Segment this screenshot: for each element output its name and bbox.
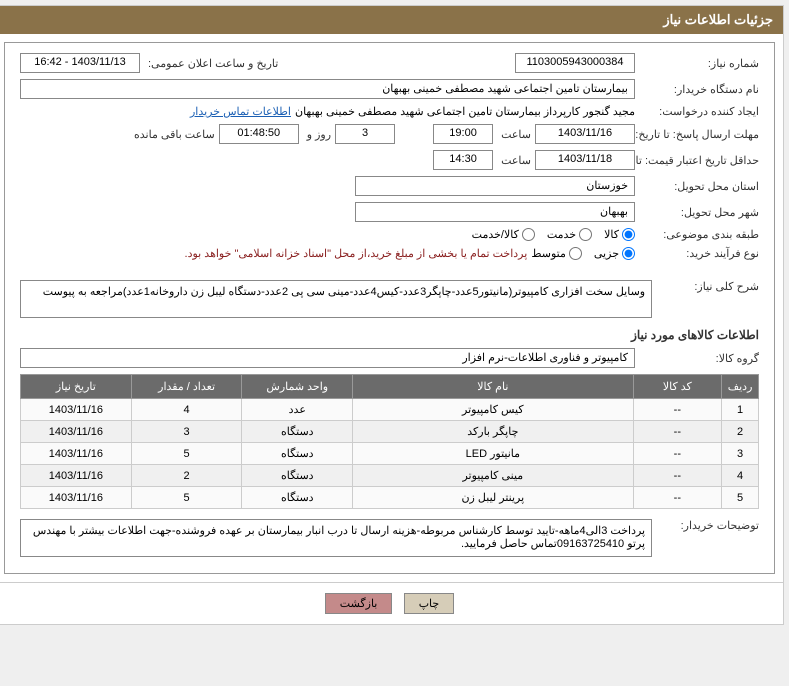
deadline-date: 1403/11/16 — [535, 124, 635, 144]
table-cell: دستگاه — [242, 443, 353, 465]
table-header: واحد شمارش — [242, 375, 353, 399]
city-label: شهر محل تحویل: — [639, 206, 759, 219]
buyer-notes-value: پرداخت 3الی4ماهه-تایید توسط کارشناس مربو… — [20, 519, 652, 557]
back-button[interactable]: بازگشت — [325, 593, 393, 614]
table-cell: کیس کامپیوتر — [353, 399, 633, 421]
table-cell: 3 — [131, 421, 242, 443]
table-cell: دستگاه — [242, 421, 353, 443]
content-area: شماره نیاز: 1103005943000384 تاریخ و ساع… — [4, 42, 775, 574]
table-cell: -- — [633, 465, 722, 487]
requester-label: ایجاد کننده درخواست: — [639, 105, 759, 118]
buyer-notes-label: توضیحات خریدار: — [656, 519, 759, 532]
table-cell: 4 — [131, 399, 242, 421]
province-label: استان محل تحویل: — [639, 180, 759, 193]
radio-goods-input[interactable] — [622, 228, 635, 241]
valid-time: 14:30 — [433, 150, 493, 170]
need-no-value: 1103005943000384 — [515, 53, 635, 73]
table-cell: 1403/11/16 — [21, 487, 132, 509]
table-cell: 3 — [722, 443, 759, 465]
table-cell: -- — [633, 443, 722, 465]
items-section-title: اطلاعات کالاهای مورد نیاز — [20, 328, 759, 342]
table-cell: 5 — [722, 487, 759, 509]
province-value: خوزستان — [355, 176, 635, 196]
announce-label: تاریخ و ساعت اعلان عمومی: — [144, 57, 278, 70]
days-and-label: روز و — [303, 128, 331, 141]
radio-goods[interactable]: کالا — [604, 228, 635, 241]
table-cell: 1403/11/16 — [21, 421, 132, 443]
desc-value: وسایل سخت افزاری کامپیوتر(مانیتور5عدد-چا… — [20, 280, 652, 318]
table-row: 3--مانیتور LEDدستگاه51403/11/16 — [21, 443, 759, 465]
desc-label: شرح کلی نیاز: — [656, 280, 759, 293]
table-cell: -- — [633, 487, 722, 509]
radio-both[interactable]: کالا/خدمت — [472, 228, 535, 241]
proc-radio-group: جزیی متوسط — [531, 247, 635, 260]
table-cell: مانیتور LED — [353, 443, 633, 465]
table-header: تعداد / مقدار — [131, 375, 242, 399]
buyer-org-value: بیمارستان تامین اجتماعی شهید مصطفی خمینی… — [20, 79, 635, 99]
table-cell: 1 — [722, 399, 759, 421]
proc-note: پرداخت تمام یا بخشی از مبلغ خرید،از محل … — [185, 247, 528, 260]
time-remaining: 01:48:50 — [219, 124, 299, 144]
table-header: کد کالا — [633, 375, 722, 399]
main-panel: جزئیات اطلاعات نیاز شماره نیاز: 11030059… — [0, 5, 784, 625]
table-cell: 1403/11/16 — [21, 443, 132, 465]
table-cell: 1403/11/16 — [21, 399, 132, 421]
class-radio-group: کالا خدمت کالا/خدمت — [472, 228, 635, 241]
group-value: کامپیوتر و فناوری اطلاعات-نرم افزار — [20, 348, 635, 368]
time-label-1: ساعت — [497, 128, 531, 141]
radio-medium[interactable]: متوسط — [531, 247, 582, 260]
table-row: 5--پرینتر لیبل زندستگاه51403/11/16 — [21, 487, 759, 509]
need-no-label: شماره نیاز: — [639, 57, 759, 70]
table-header: نام کالا — [353, 375, 633, 399]
remain-label: ساعت باقی مانده — [130, 128, 215, 141]
proc-label: نوع فرآیند خرید: — [639, 247, 759, 260]
deadline-label: مهلت ارسال پاسخ: تا تاریخ: — [639, 128, 759, 141]
table-cell: پرینتر لیبل زن — [353, 487, 633, 509]
table-cell: عدد — [242, 399, 353, 421]
table-header: تاریخ نیاز — [21, 375, 132, 399]
buyer-org-label: نام دستگاه خریدار: — [639, 83, 759, 96]
radio-service-input[interactable] — [579, 228, 592, 241]
radio-service[interactable]: خدمت — [547, 228, 592, 241]
table-row: 4--مینی کامپیوتردستگاه21403/11/16 — [21, 465, 759, 487]
table-cell: 4 — [722, 465, 759, 487]
table-cell: 5 — [131, 443, 242, 465]
valid-label: حداقل تاریخ اعتبار قیمت: تا تاریخ: — [639, 154, 759, 167]
table-cell: دستگاه — [242, 465, 353, 487]
deadline-time: 19:00 — [433, 124, 493, 144]
table-row: 2--چاپگر بارکددستگاه31403/11/16 — [21, 421, 759, 443]
table-cell: چاپگر بارکد — [353, 421, 633, 443]
table-cell: 2 — [722, 421, 759, 443]
table-row: 1--کیس کامپیوترعدد41403/11/16 — [21, 399, 759, 421]
table-cell: مینی کامپیوتر — [353, 465, 633, 487]
valid-date: 1403/11/18 — [535, 150, 635, 170]
radio-both-input[interactable] — [522, 228, 535, 241]
requester-value: مجید گنجور کارپرداز بیمارستان تامین اجتم… — [295, 105, 635, 118]
class-label: طبقه بندی موضوعی: — [639, 228, 759, 241]
radio-minor-input[interactable] — [622, 247, 635, 260]
radio-minor[interactable]: جزیی — [594, 247, 635, 260]
panel-header: جزئیات اطلاعات نیاز — [0, 6, 783, 34]
table-cell: دستگاه — [242, 487, 353, 509]
city-value: بهبهان — [355, 202, 635, 222]
footer-buttons: چاپ بازگشت — [0, 582, 783, 624]
time-label-2: ساعت — [497, 154, 531, 167]
group-label: گروه کالا: — [639, 352, 759, 365]
table-header: ردیف — [722, 375, 759, 399]
contact-link[interactable]: اطلاعات تماس خریدار — [190, 105, 291, 118]
days-remaining: 3 — [335, 124, 395, 144]
table-cell: 1403/11/16 — [21, 465, 132, 487]
items-table: ردیفکد کالانام کالاواحد شمارشتعداد / مقد… — [20, 374, 759, 509]
print-button[interactable]: چاپ — [404, 593, 455, 614]
table-cell: -- — [633, 421, 722, 443]
table-cell: 5 — [131, 487, 242, 509]
radio-medium-input[interactable] — [569, 247, 582, 260]
announce-value: 1403/11/13 - 16:42 — [20, 53, 140, 73]
table-cell: 2 — [131, 465, 242, 487]
table-cell: -- — [633, 399, 722, 421]
